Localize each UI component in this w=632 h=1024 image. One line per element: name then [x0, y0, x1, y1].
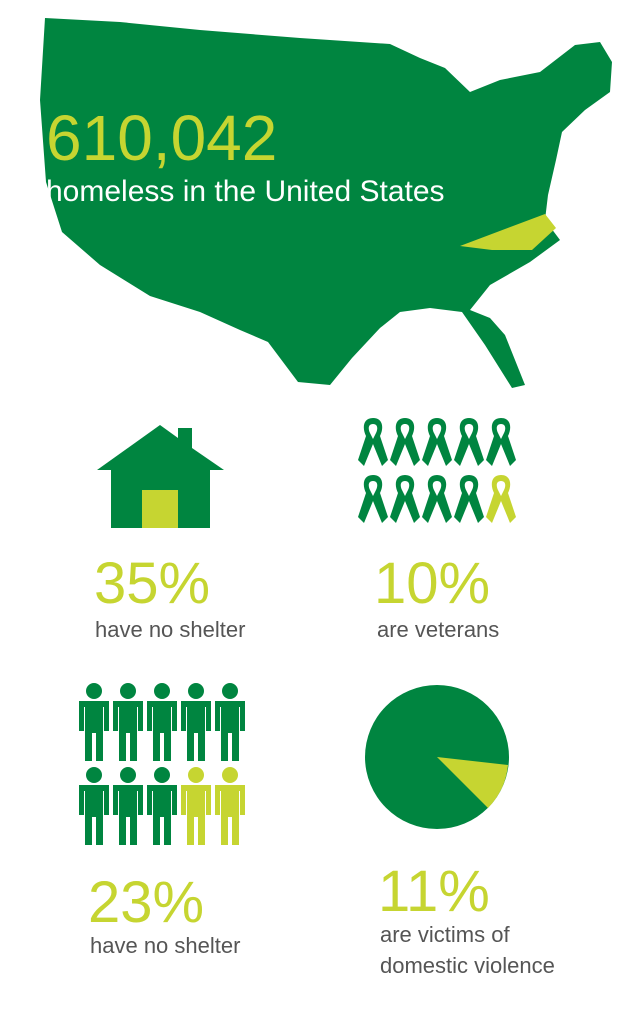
us-map	[40, 18, 612, 388]
stat-label: have no shelter	[90, 933, 240, 958]
stat-label: are victims of	[380, 922, 510, 947]
people-icons	[79, 683, 245, 845]
house-icon	[97, 425, 224, 528]
stat-value: 35%	[94, 551, 210, 616]
stat-label: are veterans	[377, 617, 499, 642]
ribbon-icons	[358, 418, 516, 523]
stat-label: domestic violence	[380, 953, 555, 978]
pie-icon	[365, 685, 509, 829]
headline-number: 610,042	[46, 102, 277, 174]
stat-value: 11%	[378, 859, 490, 924]
stat-value: 23%	[88, 870, 204, 935]
stat-label: have no shelter	[95, 617, 245, 642]
headline-text: homeless in the United States	[46, 175, 445, 208]
stat-value: 10%	[374, 551, 490, 616]
